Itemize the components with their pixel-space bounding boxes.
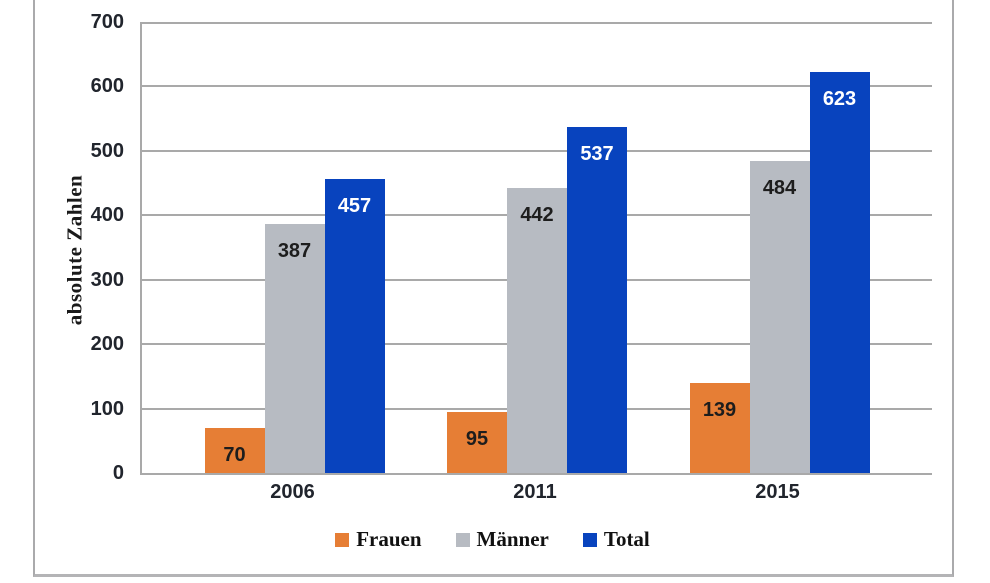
bar-value-label: 139	[702, 399, 737, 422]
y-tick-label: 300	[90, 268, 124, 291]
bar-value-label: 484	[762, 177, 797, 200]
bar-value-label: 387	[277, 239, 312, 262]
y-axis-title: absolute Zahlen	[62, 174, 87, 326]
y-tick-label: 0	[112, 462, 124, 484]
bar-total-2015: 623	[809, 71, 870, 473]
bar-value-label: 537	[580, 143, 614, 166]
bar-frauen-2011: 95	[447, 411, 507, 473]
bar-group-2011: 95 442 537	[447, 22, 627, 473]
x-tick-label-2006: 2006	[270, 481, 315, 503]
bar-groups: 70 387 457 95 442 537 139 484 623	[142, 22, 932, 473]
y-tick-label: 400	[90, 204, 124, 227]
gridline	[142, 85, 932, 88]
legend-item-frauen: Frauen	[335, 527, 422, 552]
y-tick-label: 600	[90, 75, 124, 98]
y-tick-label: 700	[90, 11, 124, 33]
bar-frauen-2006: 70	[204, 427, 265, 473]
bar-value-label: 623	[822, 87, 857, 110]
bar-value-label: 457	[337, 194, 372, 217]
legend-label: Männer	[476, 527, 549, 551]
y-tick-label: 500	[90, 139, 124, 162]
legend-label: Frauen	[356, 527, 422, 551]
bar-value-label: 442	[520, 204, 554, 227]
x-tick-label-2011: 2011	[513, 481, 557, 503]
legend-swatch-icon	[455, 532, 470, 547]
legend-label: Total	[603, 527, 650, 551]
bar-group-2006: 70 387 457	[204, 22, 385, 473]
bar-total-2011: 537	[567, 127, 627, 473]
y-tick-label: 200	[90, 333, 124, 356]
x-tick-label-2015: 2015	[755, 481, 800, 503]
chart-frame	[33, 0, 954, 577]
bar-männer-2011: 442	[507, 188, 567, 473]
bar-männer-2006: 387	[264, 223, 325, 473]
bar-group-2015: 139 484 623	[689, 22, 870, 473]
x-axis-labels: 2006 2011 2015	[140, 481, 930, 504]
legend-item-total: Total	[582, 527, 650, 552]
y-tick-label: 100	[90, 397, 124, 420]
legend-swatch-icon	[335, 532, 350, 547]
bar-value-label: 95	[465, 427, 489, 450]
bar-total-2006: 457	[324, 178, 385, 473]
legend-item-männer: Männer	[455, 527, 549, 552]
bar-frauen-2015: 139	[689, 383, 750, 473]
gridline	[142, 22, 932, 24]
legend: Frauen Männer Total	[33, 527, 952, 552]
bar-value-label: 70	[223, 443, 246, 466]
plot-area: 70 387 457 95 442 537 139 484 623	[140, 22, 932, 475]
legend-swatch-icon	[582, 532, 597, 547]
bar-männer-2015: 484	[749, 161, 810, 473]
gridline	[142, 149, 932, 152]
